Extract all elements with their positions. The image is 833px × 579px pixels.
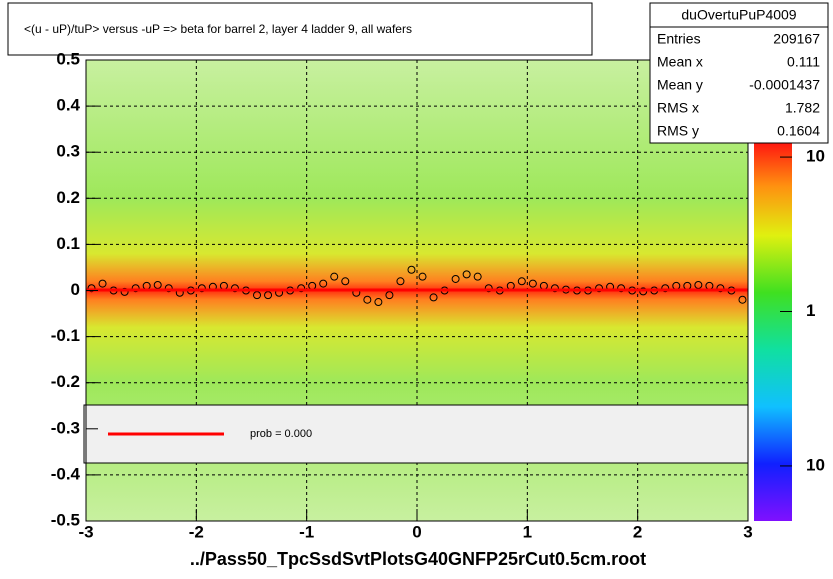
- x-axis-title: ../Pass50_TpcSsdSvtPlotsG40GNFP25rCut0.5…: [190, 549, 646, 569]
- profile-point: [153, 280, 162, 289]
- y-tick-label: 0.5: [56, 49, 80, 68]
- profile-point: [462, 270, 471, 279]
- y-tick-label: -0.3: [51, 418, 80, 437]
- x-tick-label: 3: [743, 522, 752, 541]
- title-box: [7, 2, 593, 56]
- stats-value: 1.782: [785, 100, 820, 116]
- profile-point: [341, 277, 350, 286]
- profile-point: [374, 298, 383, 307]
- stats-label: Entries: [657, 31, 701, 47]
- stats-label: RMS x: [657, 100, 699, 116]
- stats-label: Mean y: [657, 77, 703, 93]
- y-tick-label: -0.2: [51, 372, 80, 391]
- y-tick-label: -0.4: [51, 464, 81, 483]
- profile-point: [230, 284, 239, 293]
- profile-point: [473, 272, 482, 281]
- stats-title: duOvertuPuP4009: [681, 7, 796, 23]
- profile-point: [164, 284, 173, 293]
- profile-point: [716, 284, 725, 293]
- palette: [754, 140, 792, 521]
- profile-point: [297, 284, 306, 293]
- profile-point: [197, 284, 206, 293]
- profile-point: [418, 272, 427, 281]
- y-tick-label: 0: [71, 280, 80, 299]
- z-tick-label: 10: [806, 147, 825, 166]
- profile-point: [517, 277, 526, 286]
- z-tick-label: 1: [806, 301, 815, 320]
- profile-point: [264, 291, 273, 300]
- x-tick-label: -1: [299, 522, 314, 541]
- profile-point: [330, 272, 339, 281]
- profile-point: [661, 284, 670, 293]
- profile-point: [617, 284, 626, 293]
- profile-point: [253, 291, 262, 300]
- y-tick-label: 0.3: [56, 142, 80, 161]
- y-tick-label: -0.5: [51, 510, 80, 529]
- profile-point: [550, 284, 559, 293]
- stats-value: 0.1604: [777, 123, 820, 139]
- stats-label: Mean x: [657, 54, 703, 70]
- profile-point: [385, 291, 394, 300]
- stats-value: -0.0001437: [749, 77, 820, 93]
- profile-point: [429, 293, 438, 302]
- y-tick-label: -0.1: [51, 326, 80, 345]
- x-tick-label: 0: [412, 522, 421, 541]
- profile-point: [98, 279, 107, 288]
- profile-point: [131, 284, 140, 293]
- profile-point: [694, 280, 703, 289]
- profile-point: [87, 284, 96, 293]
- legend-text: prob = 0.000: [250, 428, 312, 440]
- profile-point: [363, 295, 372, 304]
- profile-point: [451, 274, 460, 283]
- stats-box: [649, 2, 829, 144]
- profile-point: [528, 279, 537, 288]
- profile-point: [120, 287, 129, 296]
- z-tick-label: 10: [806, 455, 825, 474]
- stats-value: 0.111: [787, 54, 820, 70]
- profile-point: [319, 279, 328, 288]
- profile-point: [738, 295, 747, 304]
- chart-title: <(u - uP)/tuP> versus -uP => beta for ba…: [24, 22, 412, 36]
- profile-point: [407, 265, 416, 274]
- stats-label: RMS y: [657, 123, 699, 139]
- x-tick-label: -3: [78, 522, 93, 541]
- y-tick-label: 0.4: [56, 96, 80, 115]
- x-tick-label: 2: [633, 522, 642, 541]
- stats-value: 209167: [773, 31, 820, 47]
- profile-point: [595, 284, 604, 293]
- x-tick-label: 1: [523, 522, 532, 541]
- profile-point: [484, 284, 493, 293]
- profile-point: [396, 277, 405, 286]
- y-tick-label: 0.2: [56, 188, 80, 207]
- y-tick-label: 0.1: [56, 234, 80, 253]
- x-tick-label: -2: [189, 522, 204, 541]
